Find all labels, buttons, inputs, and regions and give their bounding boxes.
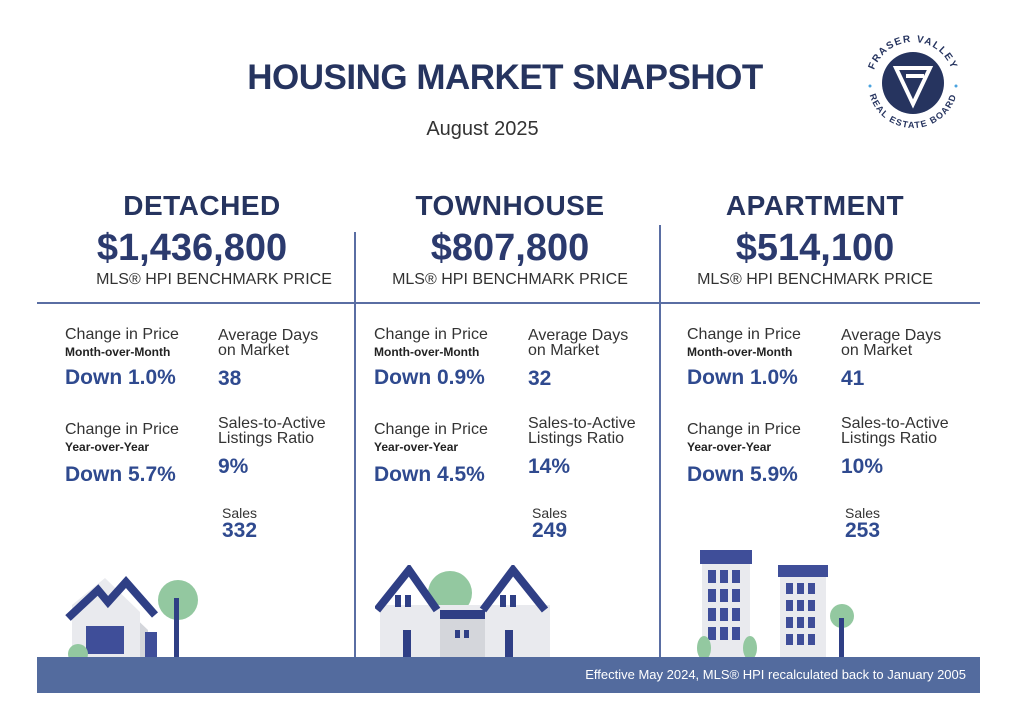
benchmark-price: $1,436,800: [96, 227, 288, 269]
year-over-year-label: Year-over-Year: [374, 440, 459, 454]
benchmark-label: MLS® HPI BENCHMARK PRICE: [697, 271, 933, 288]
change-in-price-label: Change in Price: [65, 421, 179, 438]
change-in-price-label: Change in Price: [65, 326, 179, 343]
sales-label: Sales: [222, 505, 258, 521]
column-title: DETACHED: [123, 190, 281, 221]
apartment-building-icon: [697, 550, 854, 660]
avg-days-value: 32: [528, 367, 552, 390]
month-over-month-label: Month-over-Month: [374, 345, 480, 359]
footer-note: Effective May 2024, MLS® HPI recalculate…: [585, 667, 966, 682]
year-over-year-label: Year-over-Year: [65, 440, 150, 454]
sales-value: 249: [532, 519, 568, 542]
change-in-price-label: Change in Price: [374, 326, 488, 343]
mom-change-value: Down 1.0%: [687, 366, 798, 389]
divider-vertical: [354, 232, 356, 657]
sales-to-active-value: 10%: [841, 455, 884, 478]
yoy-change-value: Down 5.7%: [65, 463, 176, 486]
column-title: APARTMENT: [725, 190, 905, 221]
avg-days-value: 38: [218, 367, 242, 390]
divider-horizontal: [37, 302, 980, 304]
sales-label: Sales: [845, 505, 881, 521]
page-subtitle: August 2025: [426, 118, 539, 140]
sales-label: Sales: [532, 505, 568, 521]
sales-to-active-label: Listings Ratio: [218, 430, 315, 447]
sales-value: 332: [222, 519, 258, 542]
detached-column: DETACHED $1,436,800 MLS® HPI BENCHMARK P…: [37, 0, 367, 718]
detached-house-icon: [65, 575, 198, 660]
divider-vertical: [659, 225, 661, 657]
month-over-month-label: Month-over-Month: [65, 345, 171, 359]
sales-to-active-value: 14%: [528, 455, 571, 478]
sales-to-active-label: Listings Ratio: [528, 430, 625, 447]
mom-change-value: Down 1.0%: [65, 366, 176, 389]
avg-days-value: 41: [841, 367, 865, 390]
avg-days-label: Average Days: [841, 327, 942, 344]
sales-to-active-label: Sales-to-Active: [218, 415, 326, 432]
column-title: TOWNHOUSE: [415, 190, 605, 221]
avg-days-label: Average Days: [528, 327, 629, 344]
sales-to-active-label: Sales-to-Active: [528, 415, 636, 432]
avg-days-label: on Market: [841, 342, 913, 359]
benchmark-price: $514,100: [735, 227, 895, 269]
yoy-change-value: Down 4.5%: [374, 463, 485, 486]
change-in-price-label: Change in Price: [687, 326, 801, 343]
year-over-year-label: Year-over-Year: [687, 440, 772, 454]
apartment-column: APARTMENT $514,100 MLS® HPI BENCHMARK PR…: [650, 0, 980, 718]
avg-days-label: on Market: [218, 342, 290, 359]
change-in-price-label: Change in Price: [374, 421, 488, 438]
page-title: HOUSING MARKET SNAPSHOT: [247, 58, 763, 97]
avg-days-label: on Market: [528, 342, 600, 359]
townhouse-column: TOWNHOUSE $807,800 MLS® HPI BENCHMARK PR…: [345, 0, 675, 718]
sales-to-active-label: Listings Ratio: [841, 430, 938, 447]
sales-to-active-value: 9%: [218, 455, 249, 478]
mom-change-value: Down 0.9%: [374, 366, 485, 389]
month-over-month-label: Month-over-Month: [687, 345, 793, 359]
change-in-price-label: Change in Price: [687, 421, 801, 438]
benchmark-price: $807,800: [430, 227, 590, 269]
benchmark-label: MLS® HPI BENCHMARK PRICE: [96, 271, 332, 288]
benchmark-label: MLS® HPI BENCHMARK PRICE: [392, 271, 628, 288]
sales-value: 253: [845, 519, 881, 542]
avg-days-label: Average Days: [218, 327, 319, 344]
sales-to-active-label: Sales-to-Active: [841, 415, 949, 432]
yoy-change-value: Down 5.9%: [687, 463, 798, 486]
townhouse-icon: [375, 565, 550, 660]
footer-bar: Effective May 2024, MLS® HPI recalculate…: [37, 657, 980, 693]
fraser-valley-logo: FRASER VALLEY REAL ESTATE BOARD: [867, 34, 958, 130]
